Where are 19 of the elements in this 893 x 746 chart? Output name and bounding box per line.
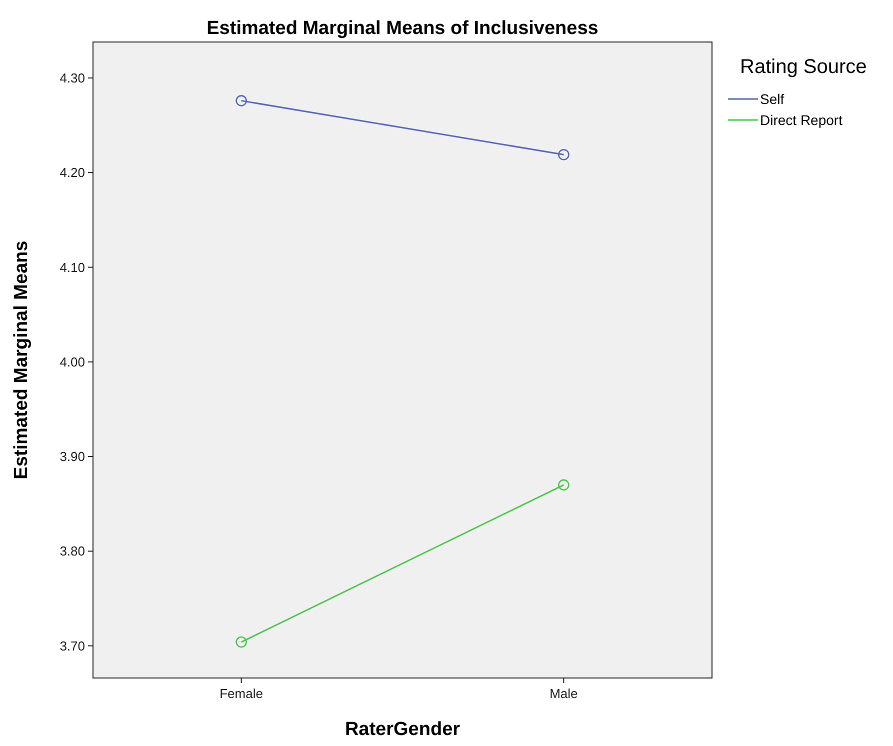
point <box>558 148 570 160</box>
y-axis-title: Estimated Marginal Means <box>11 240 32 480</box>
x-tick-label: Female <box>220 686 263 701</box>
y-tick-label: 4.30 <box>60 70 85 86</box>
x-tick-label: Male <box>550 686 578 701</box>
point <box>236 95 247 106</box>
y-tick-label: 4.10 <box>60 260 85 275</box>
legend-label: Self <box>760 90 784 107</box>
y-tick-label: 4.00 <box>60 354 85 370</box>
point <box>236 636 247 648</box>
chart-title: Estimated Marginal Means of Inclusiveness <box>206 18 598 39</box>
point <box>558 479 570 491</box>
legend-title: Rating Source <box>740 56 867 78</box>
legend-label: Direct Report <box>760 112 843 128</box>
y-tick-label: 4.20 <box>60 165 85 180</box>
x-axis-title: RaterGender <box>344 719 461 740</box>
y-tick-label: 3.70 <box>60 638 85 654</box>
y-tick-label: 3.80 <box>60 544 85 559</box>
y-tick-label: 3.90 <box>60 449 85 464</box>
